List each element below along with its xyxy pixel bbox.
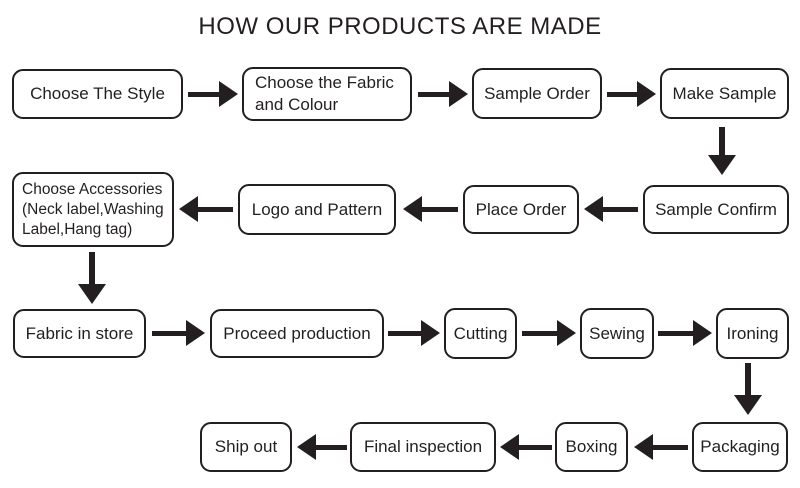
flow-step-choose-style: Choose The Style — [12, 69, 183, 119]
flow-step-make-sample: Make Sample — [660, 68, 789, 119]
flow-step-ship-out: Ship out — [200, 422, 292, 472]
arrow-right-icon — [418, 81, 468, 107]
flow-step-proceed-production: Proceed production — [210, 309, 384, 358]
arrow-right-icon — [152, 320, 205, 346]
arrow-left-icon — [297, 434, 347, 460]
flow-step-logo-pattern: Logo and Pattern — [238, 184, 396, 235]
arrow-left-icon — [584, 196, 638, 222]
flow-step-packaging: Packaging — [692, 422, 788, 472]
arrow-down-icon — [708, 127, 736, 175]
arrow-right-icon — [658, 320, 712, 346]
flow-step-place-order: Place Order — [463, 185, 579, 234]
arrow-right-icon — [388, 320, 440, 346]
arrow-left-icon — [403, 196, 458, 222]
arrow-right-icon — [607, 81, 656, 107]
flow-step-fabric-colour: Choose the Fabric and Colour — [242, 67, 412, 121]
flow-step-choose-accessories: Choose Accessories (Neck label,Washing L… — [12, 172, 174, 247]
arrow-down-icon — [78, 252, 106, 304]
flow-step-sample-confirm: Sample Confirm — [643, 185, 789, 234]
arrow-left-icon — [179, 196, 233, 222]
flow-step-sewing: Sewing — [580, 308, 654, 359]
flow-step-sample-order: Sample Order — [472, 68, 602, 119]
flow-step-cutting: Cutting — [444, 308, 517, 359]
arrow-left-icon — [500, 434, 552, 460]
flow-step-boxing: Boxing — [555, 422, 628, 472]
arrow-right-icon — [522, 320, 576, 346]
arrow-down-icon — [734, 363, 762, 415]
page-title: HOW OUR PRODUCTS ARE MADE — [198, 13, 602, 40]
flow-step-fabric-in-store: Fabric in store — [13, 309, 146, 358]
flow-step-final-inspection: Final inspection — [350, 422, 496, 472]
flow-step-ironing: Ironing — [716, 308, 789, 359]
arrow-right-icon — [188, 81, 238, 107]
arrow-left-icon — [634, 434, 688, 460]
